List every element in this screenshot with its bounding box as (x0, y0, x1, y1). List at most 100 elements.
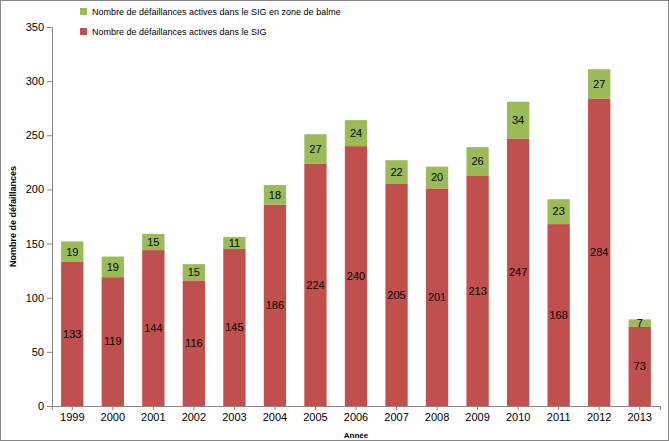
x-tick: 2009 (465, 406, 489, 423)
data-label: 11 (229, 237, 240, 249)
y-tick-label: 300 (26, 75, 44, 87)
y-tick: 150 (26, 238, 52, 250)
bar (304, 163, 326, 406)
data-label: 26 (471, 155, 483, 167)
y-tick: 350 (26, 21, 52, 33)
x-tick: 2000 (101, 406, 125, 423)
y-tick-mark (47, 189, 52, 190)
y-axis: 0 50 100 150 200 250 300 350 (26, 21, 53, 412)
y-tick: 250 (26, 129, 52, 141)
x-axis: 1999200020012002200320042005200620072008… (53, 406, 661, 423)
x-tick: 2006 (344, 406, 368, 423)
data-label: 247 (509, 266, 527, 278)
data-label: 27 (593, 78, 605, 90)
bar (426, 167, 448, 189)
data-label: 19 (107, 261, 119, 273)
y-tick-mark (47, 81, 52, 82)
data-label: 15 (147, 236, 159, 248)
y-tick: 300 (26, 75, 52, 87)
bar (588, 98, 610, 406)
y-tick-mark (47, 27, 52, 28)
bar (61, 262, 83, 406)
y-tick-mark (47, 352, 52, 353)
x-tick-mark (437, 406, 438, 410)
data-label: 7 (637, 317, 643, 329)
data-label: 18 (269, 189, 281, 201)
x-tick-label: 2009 (465, 411, 489, 423)
x-tick-mark (477, 406, 478, 410)
data-label: 27 (309, 143, 321, 155)
bar (385, 184, 407, 406)
x-tick-label: 2000 (101, 411, 125, 423)
x-tick-mark (558, 406, 559, 410)
legend-swatch (80, 8, 87, 15)
x-tick-mark (518, 406, 519, 410)
data-label: 144 (144, 322, 162, 334)
data-label: 145 (225, 321, 243, 333)
bar (345, 120, 367, 146)
x-tick-label: 2002 (182, 411, 206, 423)
data-label: 19 (66, 246, 78, 258)
y-tick-mark (47, 298, 52, 299)
data-label: 168 (549, 309, 567, 321)
legend-label: Nombre de défaillances actives dans le S… (92, 27, 267, 37)
bar (304, 134, 326, 163)
data-label: 15 (188, 266, 200, 278)
y-axis-line (47, 28, 53, 407)
x-tick: 2011 (547, 406, 571, 423)
x-tick-mark (72, 406, 73, 410)
x-tick: 2012 (587, 406, 611, 423)
legend-entry: Nombre de défaillances actives dans le S… (80, 7, 341, 17)
bar (507, 102, 529, 139)
x-tick-label: 2003 (222, 411, 246, 423)
x-tick: 2004 (263, 406, 287, 423)
y-tick-mark (47, 135, 52, 136)
data-label: 73 (634, 360, 646, 372)
bar (264, 185, 286, 204)
legend-label: Nombre de défaillances actives dans le S… (92, 7, 341, 17)
bar (61, 241, 83, 262)
x-tick-mark (274, 406, 275, 410)
x-tick: 2003 (222, 406, 246, 423)
x-tick-label: 2013 (627, 411, 651, 423)
data-label: 20 (431, 171, 443, 183)
y-tick-label: 50 (32, 346, 44, 358)
x-tick-mark (396, 406, 397, 410)
data-label: 201 (428, 291, 446, 303)
x-tick: 2002 (182, 406, 206, 423)
bars (61, 69, 651, 406)
bar (507, 139, 529, 406)
y-tick: 0 (38, 400, 52, 412)
data-label: 133 (63, 328, 81, 340)
x-tick-mark (234, 406, 235, 410)
bar (102, 257, 124, 278)
x-tick-label: 2010 (506, 411, 530, 423)
data-labels: 1331191441161451862242402052012132471682… (63, 78, 646, 373)
x-tick-mark (112, 406, 113, 410)
y-tick-label: 250 (26, 129, 44, 141)
legend-entry: Nombre de défaillances actives dans le S… (80, 27, 267, 37)
x-tick-label: 2007 (384, 411, 408, 423)
bar (426, 188, 448, 406)
x-tick-label: 2008 (425, 411, 449, 423)
y-tick-label: 350 (26, 21, 44, 33)
y-tick: 100 (26, 292, 52, 304)
bar (629, 327, 651, 406)
bar (142, 234, 164, 250)
x-tick-label: 2001 (141, 411, 165, 423)
data-label: 116 (185, 337, 203, 349)
x-axis-line (53, 407, 661, 411)
data-label: 186 (266, 299, 284, 311)
bar (142, 250, 164, 406)
x-tick: 2007 (384, 406, 408, 423)
bar (223, 249, 245, 406)
y-tick-label: 150 (26, 238, 44, 250)
data-label: 213 (468, 285, 486, 297)
x-tick-label: 2012 (587, 411, 611, 423)
x-tick: 2008 (425, 406, 449, 423)
chart-frame (1, 1, 669, 441)
y-tick: 200 (26, 183, 52, 195)
y-tick-label: 200 (26, 183, 44, 195)
bar (385, 160, 407, 184)
x-tick-mark (193, 406, 194, 410)
